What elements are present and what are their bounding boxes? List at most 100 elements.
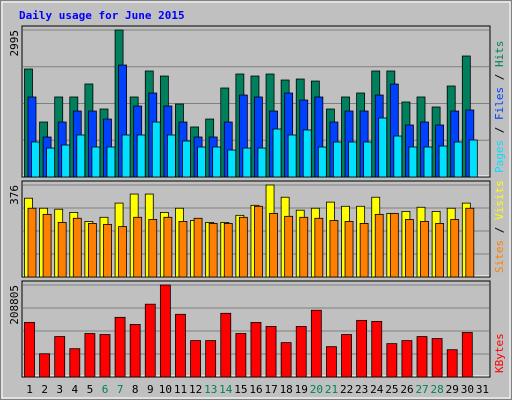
bar [212, 146, 222, 178]
bar [31, 141, 40, 178]
bar [284, 215, 294, 278]
bar [129, 324, 141, 378]
bar [416, 336, 428, 378]
bar [386, 343, 398, 378]
bar [265, 326, 277, 378]
x-tick-label: 3 [56, 383, 63, 396]
bar [435, 223, 445, 278]
x-tick-label: 27 [415, 383, 428, 396]
bar [329, 220, 339, 278]
bar [468, 139, 478, 178]
legend-label: Hits [493, 41, 506, 68]
bar [431, 338, 443, 378]
x-tick-label: 20 [310, 383, 323, 396]
bar [348, 141, 357, 178]
x-tick-label: 5 [87, 383, 94, 396]
bar [371, 320, 383, 378]
bar [401, 340, 413, 378]
bar [103, 223, 112, 278]
x-tick-label: 1 [26, 383, 33, 396]
bar [121, 134, 131, 178]
bar [269, 212, 278, 278]
bar [190, 340, 201, 378]
x-tick-label: 12 [189, 383, 202, 396]
bar [393, 135, 403, 178]
bar [235, 333, 247, 378]
bar [84, 333, 96, 378]
bar [438, 145, 448, 178]
x-tick-label: 24 [370, 383, 384, 396]
x-tick-label: 15 [234, 383, 247, 396]
x-tick-label: 4 [72, 383, 79, 396]
legend-separator: / [493, 220, 506, 240]
x-tick-label: 21 [325, 383, 338, 396]
bar [87, 223, 97, 278]
bar [118, 226, 127, 278]
x-tick-label: 26 [400, 383, 413, 396]
x-tick-label: 8 [132, 383, 139, 396]
bar [333, 141, 342, 178]
bar [374, 213, 384, 278]
bar [61, 144, 71, 178]
bar [423, 146, 433, 178]
bar [356, 319, 368, 378]
bar [148, 219, 158, 278]
legend-label: KBytes [493, 333, 506, 373]
y-tick-label: 2995 [8, 30, 21, 57]
x-tick-label: 18 [280, 383, 293, 396]
bar [238, 216, 248, 278]
bar [208, 223, 218, 278]
bar [99, 334, 111, 378]
legend-label: Visits [493, 180, 506, 220]
bar [408, 146, 418, 178]
bar [299, 216, 309, 278]
bar [175, 313, 186, 378]
bar [314, 217, 324, 278]
bar [254, 205, 263, 278]
bar [193, 217, 203, 278]
bar [461, 332, 473, 378]
x-tick-label: 25 [385, 383, 398, 396]
bar [223, 223, 233, 278]
bar [182, 140, 191, 178]
bar [72, 217, 82, 278]
x-tick-label: 9 [147, 383, 154, 396]
x-tick-label: 2 [41, 383, 48, 396]
bar [420, 221, 429, 278]
bar [378, 117, 388, 178]
bar [197, 146, 206, 178]
bar [326, 346, 337, 378]
legend-label: Files [493, 87, 506, 120]
bar [91, 146, 101, 178]
bar [341, 334, 352, 378]
bar [250, 321, 262, 378]
bar [46, 147, 55, 178]
x-tick-label: 17 [264, 383, 277, 396]
bar [359, 223, 369, 278]
x-tick-label: 11 [174, 383, 187, 396]
bar [106, 146, 116, 178]
bar [446, 349, 458, 378]
bar [159, 284, 171, 378]
bar [344, 221, 354, 278]
bar [76, 134, 86, 178]
bar [280, 342, 292, 378]
bar [54, 336, 66, 378]
x-tick-label: 19 [295, 383, 308, 396]
bar [27, 207, 37, 278]
x-tick-label: 10 [159, 383, 172, 396]
bar [178, 221, 188, 278]
x-tick-label: 16 [249, 383, 262, 396]
bar [151, 121, 161, 178]
bar [133, 216, 143, 278]
bar [24, 321, 35, 378]
bar [114, 316, 126, 378]
bar [465, 207, 475, 278]
legend-label: Sites [493, 240, 506, 273]
x-tick-label: 30 [461, 383, 474, 396]
legend: Sites / Visits [493, 180, 506, 273]
x-tick-label: 14 [219, 383, 233, 396]
